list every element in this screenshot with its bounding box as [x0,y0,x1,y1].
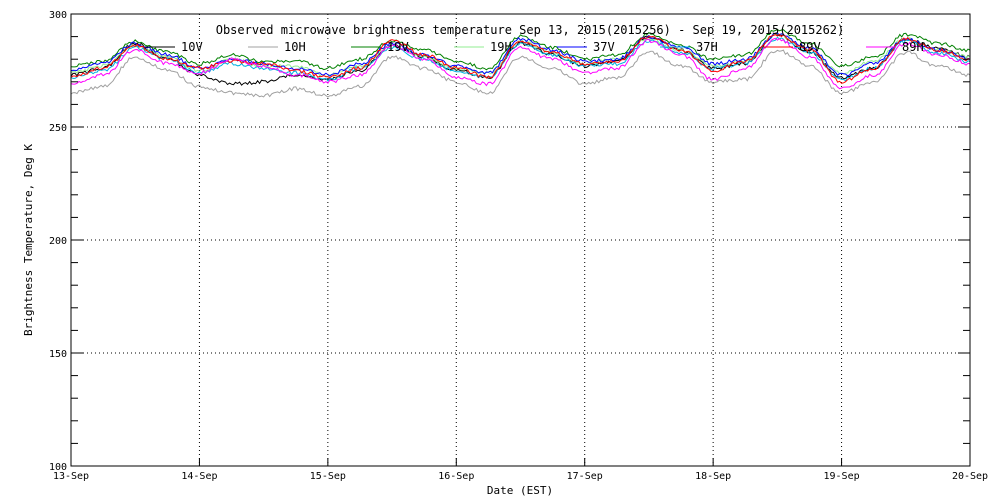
series-line-37h [70,36,971,82]
series-line-19v [70,29,971,71]
legend-label-10v: 10V [181,40,203,54]
x-tick-label: 15-Sep [310,471,346,482]
legend-label-89h: 89H [902,40,924,54]
x-tick-label: 17-Sep [567,471,603,482]
chart-title: Observed microwave brightness temperatur… [216,23,845,37]
y-tick-label: 150 [49,349,67,360]
y-tick-label: 200 [49,236,67,247]
tick-layer: 100 150 200 250 300 13-Sep 14-Sep 15-Sep 16-Sep 1… [49,10,988,482]
x-axis-label: Date (EST) [487,484,553,497]
y-tick-label: 100 [49,462,67,473]
x-tick-label: 16-Sep [438,471,474,482]
series-layer [70,29,971,98]
series-line-10h [70,49,971,98]
series-line-37v [70,32,971,77]
grid-layer [71,14,970,466]
legend-label-37v: 37V [593,40,615,54]
legend-layer: 10V 10H 19V 19H 37V 37H 89V 89H [145,40,924,54]
series-line-89h [70,37,971,90]
legend-label-37h: 37H [696,40,718,54]
legend-label-19v: 19V [387,40,409,54]
y-axis-label: Brightness Temperature, Deg K [22,144,35,336]
x-tick-label: 13-Sep [53,471,89,482]
legend-label-19h: 19H [490,40,512,54]
legend-label-89v: 89V [799,40,821,54]
y-tick-label: 300 [49,10,67,21]
series-line-89v [70,33,971,84]
legend-label-10h: 10H [284,40,306,54]
x-tick-label: 20-Sep [952,471,988,482]
x-tick-label: 19-Sep [824,471,860,482]
x-tick-label: 18-Sep [695,471,731,482]
y-tick-label: 250 [49,123,67,134]
x-tick-label: 14-Sep [181,471,217,482]
